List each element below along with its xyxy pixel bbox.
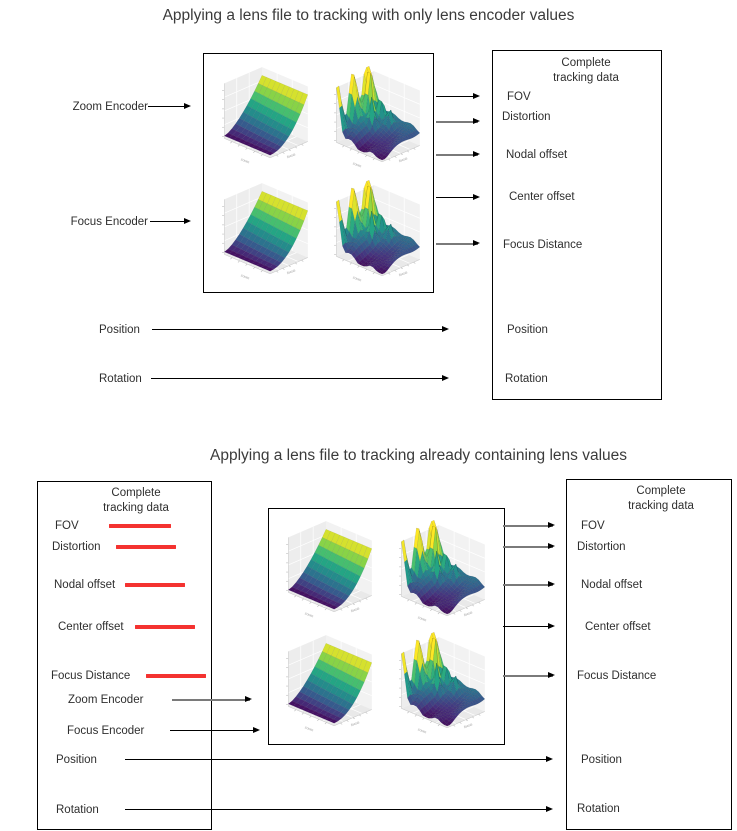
- input-fov: FOV: [55, 520, 79, 532]
- output-rotation-bottom: Rotation: [577, 803, 620, 815]
- arrow-zoom-encoder-to-lens-file-bottom: [172, 696, 252, 703]
- lens-surface-plot: zoom focus: [385, 517, 493, 629]
- output-fov-top: FOV: [507, 91, 531, 103]
- lens-surface-plot: zoom focus: [208, 59, 316, 171]
- output-focus-distance-bottom: Focus Distance: [577, 670, 657, 682]
- label-position-input-top: Position: [99, 324, 140, 336]
- svg-text:focus: focus: [463, 610, 473, 617]
- output-rotation-top: Rotation: [505, 373, 548, 385]
- arrow-to-center-offset-bottom: [503, 622, 555, 629]
- input-distortion: Distortion: [52, 541, 101, 553]
- output-center-offset-bottom: Center offset: [585, 621, 651, 633]
- arrow-position-passthrough-top: [152, 325, 449, 332]
- arrow-to-distortion-bottom: [503, 543, 555, 550]
- strikethrough-distortion: [116, 545, 176, 549]
- strikethrough-nodal-offset: [125, 583, 185, 587]
- input-position: Position: [56, 754, 97, 766]
- svg-text:zoom: zoom: [304, 725, 314, 732]
- input-nodal-offset: Nodal offset: [54, 579, 116, 591]
- arrow-to-nodal-offset-top: [436, 151, 480, 158]
- input-focus-encoder: Focus Encoder: [67, 725, 145, 737]
- tracking-data-box-title-input: Complete tracking data: [103, 487, 169, 514]
- svg-text:zoom: zoom: [240, 157, 250, 164]
- tracking-data-box-title-top: Complete tracking data: [553, 57, 619, 84]
- svg-text:focus: focus: [286, 152, 296, 159]
- arrow-to-focus-distance-bottom: [503, 672, 555, 679]
- svg-text:focus: focus: [286, 268, 296, 275]
- svg-text:zoom: zoom: [352, 161, 362, 168]
- label-focus-encoder-input: Focus Encoder: [70, 216, 148, 228]
- label-zoom-encoder-input: Zoom Encoder: [72, 101, 148, 113]
- arrow-to-fov-top: [436, 92, 480, 99]
- arrow-zoom-encoder-to-lens-file: [148, 102, 191, 109]
- svg-text:zoom: zoom: [304, 611, 314, 618]
- output-distortion-bottom: Distortion: [577, 541, 626, 553]
- arrow-to-fov-bottom: [503, 522, 555, 529]
- output-nodal-offset-bottom: Nodal offset: [581, 579, 643, 591]
- output-position-top: Position: [507, 324, 548, 336]
- lens-surface-plot: zoom focus: [272, 627, 380, 739]
- lens-surface-plot: zoom focus: [385, 629, 493, 741]
- complete-tracking-data-box-input: [37, 481, 212, 830]
- arrow-rotation-passthrough-top: [151, 374, 449, 381]
- svg-text:focus: focus: [398, 156, 408, 163]
- svg-text:zoom: zoom: [240, 273, 250, 280]
- arrow-to-nodal-offset-bottom: [503, 581, 555, 588]
- tracking-data-box-title-output: Complete tracking data: [628, 485, 694, 512]
- input-zoom-encoder: Zoom Encoder: [68, 694, 144, 706]
- bottom-diagram-title: Applying a lens file to tracking already…: [209, 447, 628, 464]
- svg-text:focus: focus: [350, 606, 360, 613]
- label-rotation-input-top: Rotation: [99, 373, 142, 385]
- lens-surface-plot: zoom focus: [272, 513, 380, 625]
- svg-text:zoom: zoom: [352, 275, 362, 282]
- svg-text:focus: focus: [398, 270, 408, 277]
- output-fov-bottom: FOV: [581, 520, 605, 532]
- arrow-focus-encoder-to-lens-file: [150, 217, 191, 224]
- output-position-bottom: Position: [581, 754, 622, 766]
- lens-file-box-top: [203, 53, 434, 293]
- strikethrough-fov: [109, 524, 171, 528]
- input-rotation: Rotation: [56, 804, 99, 816]
- output-distortion-top: Distortion: [502, 111, 551, 123]
- input-center-offset: Center offset: [58, 621, 124, 633]
- svg-text:zoom: zoom: [417, 727, 427, 734]
- arrow-focus-encoder-to-lens-file-bottom: [170, 726, 260, 733]
- input-focus-distance: Focus Distance: [51, 670, 131, 682]
- lens-surface-plot: zoom focus: [320, 177, 428, 289]
- output-nodal-offset-top: Nodal offset: [506, 149, 568, 161]
- arrow-to-center-offset-top: [436, 193, 480, 200]
- svg-text:zoom: zoom: [417, 615, 427, 622]
- arrow-to-focus-distance-top: [436, 240, 480, 247]
- output-focus-distance-top: Focus Distance: [503, 239, 583, 251]
- arrow-rotation-passthrough-bottom: [125, 805, 553, 812]
- complete-tracking-data-box-output: [566, 479, 732, 830]
- output-center-offset-top: Center offset: [509, 191, 575, 203]
- svg-text:focus: focus: [463, 722, 473, 729]
- arrow-position-passthrough-bottom: [125, 755, 553, 762]
- top-diagram-title: Applying a lens file to tracking with on…: [162, 7, 575, 24]
- strikethrough-focus-distance: [146, 674, 206, 678]
- arrow-to-distortion-top: [436, 118, 480, 125]
- lens-surface-plot: zoom focus: [320, 63, 428, 175]
- complete-tracking-data-box-top: [492, 50, 662, 400]
- svg-text:focus: focus: [350, 720, 360, 727]
- strikethrough-center-offset: [135, 625, 195, 629]
- lens-surface-plot: zoom focus: [208, 175, 316, 287]
